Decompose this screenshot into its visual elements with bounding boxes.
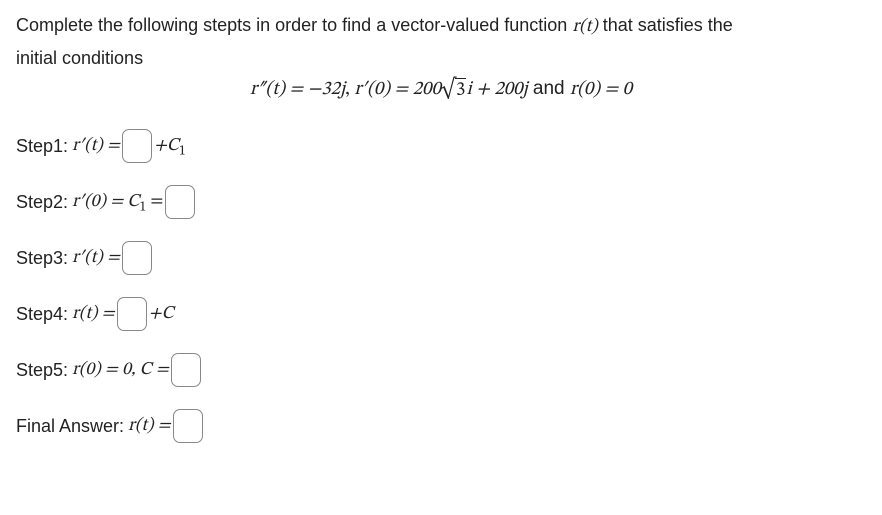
step5-input[interactable] <box>171 353 201 387</box>
step-5: Step5: r(0) = 0, C = <box>16 351 866 389</box>
prompt-line-2: initial conditions <box>16 45 866 72</box>
step4-label: Step4: <box>16 304 68 325</box>
step3-lhs: r′(t) = <box>72 247 120 270</box>
step2-input[interactable] <box>165 185 195 219</box>
eq-sep1: , <box>345 80 354 99</box>
prompt-line-1: Complete the following stepts in order t… <box>16 12 866 41</box>
step5-lhs: r(0) = 0, C = <box>72 359 169 382</box>
step1-label: Step1: <box>16 136 68 157</box>
step1-input[interactable] <box>122 129 152 163</box>
final-label: Final Answer: <box>16 416 124 437</box>
step5-label: Step5: <box>16 360 68 381</box>
step3-label: Step3: <box>16 248 68 269</box>
prompt-rt: r(t) <box>572 18 597 36</box>
initial-conditions-equation: r″(t) = −32j, r′(0) = 200√3i + 200j and … <box>16 78 866 103</box>
eq-r1: r′(0) = 200 <box>354 80 441 99</box>
step-3: Step3: r′(t) = <box>16 239 866 277</box>
final-lhs: r(t) = <box>128 415 171 438</box>
step2-label: Step2: <box>16 192 68 213</box>
eq-r2: r″(t) = −32j <box>250 80 345 99</box>
step3-input[interactable] <box>122 241 152 275</box>
step1-rhs: +C1 <box>154 135 186 158</box>
eq-r0: r(0) = 0 <box>570 80 632 99</box>
prompt-text-1b: that satisfies the <box>598 15 733 35</box>
step2-lhs: r′(0) = C1 = <box>72 191 163 214</box>
final-answer: Final Answer: r(t) = <box>16 407 866 445</box>
prompt-text-1a: Complete the following stepts in order t… <box>16 15 572 35</box>
eq-sqrt-arg: 3 <box>455 78 466 103</box>
eq-after-sqrt: i + 200j <box>466 80 527 99</box>
step4-rhs: +C <box>149 303 174 326</box>
eq-sqrt: √3 <box>441 78 467 103</box>
step-2: Step2: r′(0) = C1 = <box>16 183 866 221</box>
final-input[interactable] <box>173 409 203 443</box>
step-4: Step4: r(t) = +C <box>16 295 866 333</box>
eq-and: and <box>528 78 570 99</box>
step1-lhs: r′(t) = <box>72 135 120 158</box>
step-1: Step1: r′(t) = +C1 <box>16 127 866 165</box>
step4-input[interactable] <box>117 297 147 331</box>
step4-lhs: r(t) = <box>72 303 115 326</box>
